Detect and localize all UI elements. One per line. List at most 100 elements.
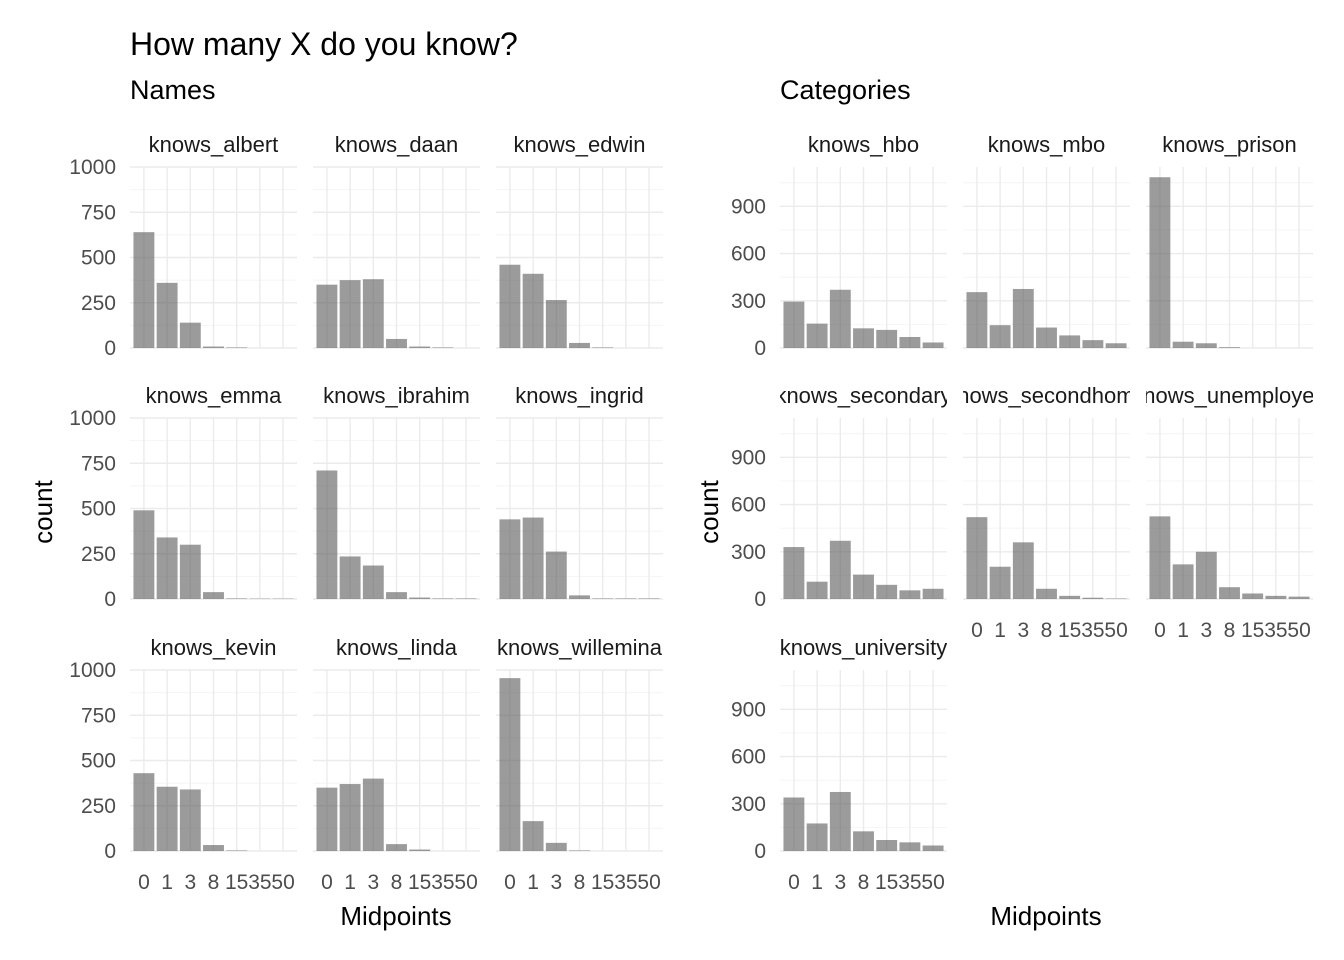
bar: [1149, 177, 1171, 348]
bar: [1082, 597, 1104, 599]
y-tick-label: 750: [81, 201, 116, 224]
strip-label: knows_kevin: [151, 635, 277, 660]
bar: [522, 273, 544, 348]
y-tick-label: 600: [731, 494, 766, 517]
bar: [1172, 341, 1194, 348]
panel-knows_unemployed: knows_unemployed 0 1 3 8 15 35 50: [1146, 383, 1313, 642]
x-axis-title: Midpoints: [990, 901, 1101, 931]
bar: [1265, 595, 1287, 599]
bar: [989, 325, 1011, 348]
bar: [455, 598, 477, 599]
panel-knows_secondhome: knows_secondhome 0 1 3 8 15 35 50: [963, 383, 1130, 642]
bar: [362, 778, 384, 851]
x-tick-label: 8: [1041, 619, 1053, 642]
bar: [783, 301, 805, 348]
bar: [592, 347, 614, 348]
chart-subtitle: Categories: [780, 75, 911, 105]
y-tick-label: 300: [731, 793, 766, 816]
panel-knows_ibrahim: knows_ibrahim: [313, 383, 480, 600]
y-axis-title: count: [694, 479, 724, 543]
bar: [966, 292, 988, 348]
bar: [638, 598, 660, 599]
strip-label: knows_emma: [146, 383, 282, 408]
panel-knows_daan: knows_daan: [313, 132, 480, 349]
x-tick-label: 3: [184, 871, 196, 894]
x-tick-label: 8: [574, 871, 586, 894]
bar: [783, 797, 805, 851]
x-tick-label: 3: [367, 871, 379, 894]
bar: [203, 592, 224, 599]
bar: [156, 282, 178, 348]
panel-knows_secondary: knows_secondary 0 300 600 900: [731, 383, 951, 611]
y-tick-label: 750: [81, 704, 116, 727]
x-tick-label: 50: [1287, 619, 1310, 642]
y-tick-label: 300: [731, 290, 766, 313]
bar: [899, 590, 921, 599]
bar: [569, 595, 590, 599]
x-tick-label: 35: [248, 871, 271, 894]
bar: [409, 849, 431, 851]
strip-label: knows_edwin: [513, 132, 645, 157]
panel-knows_linda: knows_linda 0 1 3 8 15 35 50: [313, 635, 480, 894]
y-tick-label: 0: [104, 337, 116, 360]
bar: [1012, 542, 1034, 599]
bar: [806, 323, 828, 348]
y-tick-label: 500: [81, 247, 116, 270]
y-tick-label: 900: [731, 698, 766, 721]
panel-knows_albert: knows_albert 0 250 500 750 1000: [69, 132, 297, 360]
strip-label: knows_secondary: [775, 383, 951, 408]
strip-label: knows_daan: [335, 132, 459, 157]
y-tick-label: 600: [731, 243, 766, 266]
bar: [316, 787, 338, 851]
panels-layer: NamescountMidpointsknows_albert025050075…: [28, 75, 1313, 931]
bar: [899, 336, 921, 348]
bar: [806, 581, 828, 599]
bar: [339, 556, 361, 599]
bar: [569, 850, 590, 851]
bar: [853, 574, 874, 599]
bar: [876, 839, 898, 851]
y-tick-label: 250: [81, 543, 116, 566]
panel-knows_prison: knows_prison: [1146, 132, 1313, 349]
bar: [156, 537, 178, 599]
x-tick-label: 35: [614, 871, 637, 894]
bar: [522, 821, 544, 851]
y-tick-label: 300: [731, 541, 766, 564]
bar: [386, 592, 407, 599]
x-tick-label: 8: [1224, 619, 1236, 642]
bar: [203, 845, 224, 851]
bar: [1012, 288, 1034, 348]
bar: [409, 597, 431, 599]
bar: [362, 565, 384, 599]
bar: [362, 279, 384, 348]
strip-label: knows_linda: [336, 635, 458, 660]
x-tick-label: 1: [994, 619, 1006, 642]
x-tick-label: 1: [527, 871, 539, 894]
x-tick-label: 0: [788, 871, 800, 894]
bar: [853, 831, 874, 851]
bar: [156, 786, 178, 851]
bar: [499, 678, 521, 851]
bar: [499, 519, 521, 599]
y-tick-label: 0: [754, 337, 766, 360]
bar: [179, 544, 201, 599]
strip-label: knows_prison: [1162, 132, 1297, 157]
x-tick-label: 3: [1200, 619, 1212, 642]
panel-knows_willemina: knows_willemina 0 1 3 8 15 35 50: [496, 635, 663, 894]
panel-knows_emma: knows_emma 0 250 500 750 1000: [69, 383, 297, 611]
x-axis-title: Midpoints: [340, 901, 451, 931]
chart-subtitle: Names: [130, 75, 216, 105]
x-tick-label: 15: [591, 871, 614, 894]
y-tick-label: 0: [754, 840, 766, 863]
bar: [966, 517, 988, 599]
bar: [1036, 327, 1057, 348]
x-tick-label: 8: [391, 871, 403, 894]
y-tick-label: 900: [731, 446, 766, 469]
bar: [226, 598, 248, 599]
bar: [1219, 347, 1240, 348]
x-tick-label: 1: [344, 871, 356, 894]
bar: [853, 328, 874, 348]
bar: [179, 322, 201, 348]
strip-label: knows_hbo: [808, 132, 919, 157]
